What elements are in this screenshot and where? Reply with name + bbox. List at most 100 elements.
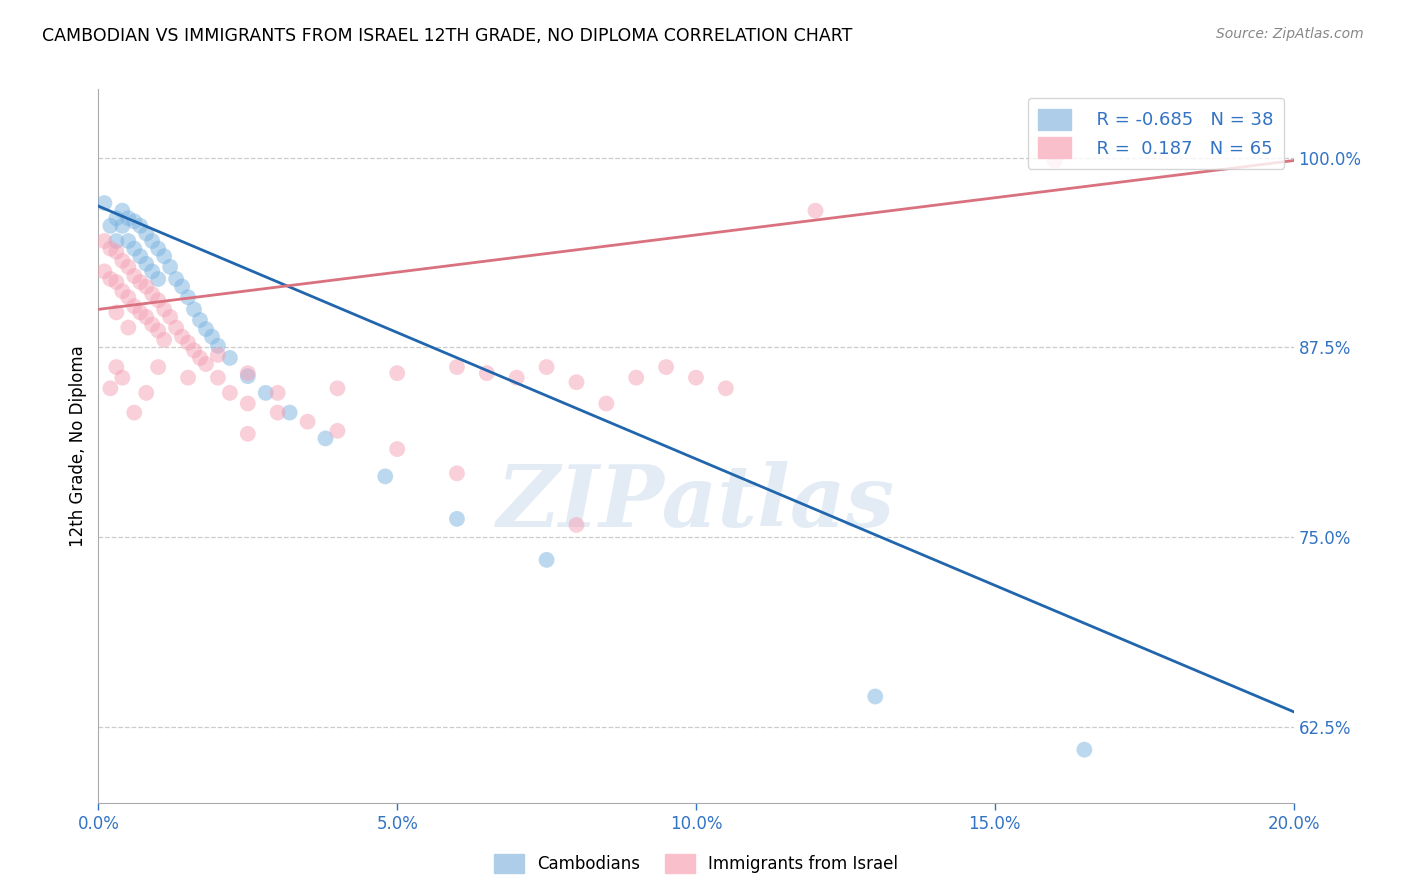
Point [506,370,529,384]
Y-axis label: 12th Grade, No Diploma: 12th Grade, No Diploma [69,345,87,547]
Point [655,359,678,374]
Point [236,369,259,384]
Point [565,376,588,390]
Point [714,381,737,395]
Point [1043,153,1066,168]
Point [135,279,157,293]
Point [219,351,242,365]
Point [177,370,200,384]
Point [595,396,617,410]
Point [129,219,152,233]
Point [111,284,134,298]
Point [267,406,290,420]
Point [236,366,259,380]
Point [129,249,152,263]
Point [626,370,648,384]
Point [111,253,134,268]
Point [177,290,200,304]
Point [111,219,134,233]
Point [135,310,157,324]
Point [148,242,170,256]
Point [177,335,200,350]
Point [315,431,337,445]
Point [165,320,187,334]
Point [207,370,229,384]
Point [105,244,128,259]
Point [124,299,146,313]
Point [117,290,139,304]
Point [117,260,139,274]
Point [446,359,468,374]
Point [195,357,218,371]
Point [159,260,181,274]
Point [124,406,146,420]
Point [153,249,176,263]
Point [153,333,176,347]
Point [100,381,122,395]
Point [326,424,349,438]
Point [100,242,122,256]
Point [105,305,128,319]
Point [183,302,205,317]
Point [111,203,134,218]
Point [93,196,115,211]
Point [141,287,163,301]
Point [685,370,707,384]
Point [105,359,128,374]
Point [135,227,157,241]
Point [135,257,157,271]
Text: Source: ZipAtlas.com: Source: ZipAtlas.com [1216,27,1364,41]
Point [117,234,139,248]
Point [153,302,176,317]
Point [105,275,128,289]
Point [124,268,146,283]
Legend: Cambodians, Immigrants from Israel: Cambodians, Immigrants from Israel [486,847,905,880]
Point [124,242,146,256]
Point [183,343,205,358]
Point [1073,742,1095,756]
Point [446,467,468,481]
Point [188,313,211,327]
Point [129,305,152,319]
Point [446,512,468,526]
Point [135,385,157,400]
Point [278,406,301,420]
Point [159,310,181,324]
Point [100,272,122,286]
Point [475,366,498,380]
Point [236,426,259,441]
Point [93,264,115,278]
Point [297,415,319,429]
Point [141,318,163,332]
Point [326,381,349,395]
Point [188,351,211,365]
Point [111,370,134,384]
Point [117,211,139,226]
Point [207,339,229,353]
Point [207,348,229,362]
Point [148,359,170,374]
Text: ZIPatlas: ZIPatlas [496,461,896,545]
Point [236,396,259,410]
Point [105,234,128,248]
Point [172,329,194,343]
Point [565,518,588,533]
Point [148,272,170,286]
Point [93,234,115,248]
Point [219,385,242,400]
Point [117,320,139,334]
Point [148,293,170,308]
Point [267,385,290,400]
Point [172,279,194,293]
Point [100,219,122,233]
Point [385,366,409,380]
Point [148,324,170,338]
Point [105,211,128,226]
Point [385,442,409,456]
Point [254,385,277,400]
Point [374,469,396,483]
Point [141,234,163,248]
Point [865,690,887,704]
Text: CAMBODIAN VS IMMIGRANTS FROM ISRAEL 12TH GRADE, NO DIPLOMA CORRELATION CHART: CAMBODIAN VS IMMIGRANTS FROM ISRAEL 12TH… [42,27,852,45]
Point [804,203,827,218]
